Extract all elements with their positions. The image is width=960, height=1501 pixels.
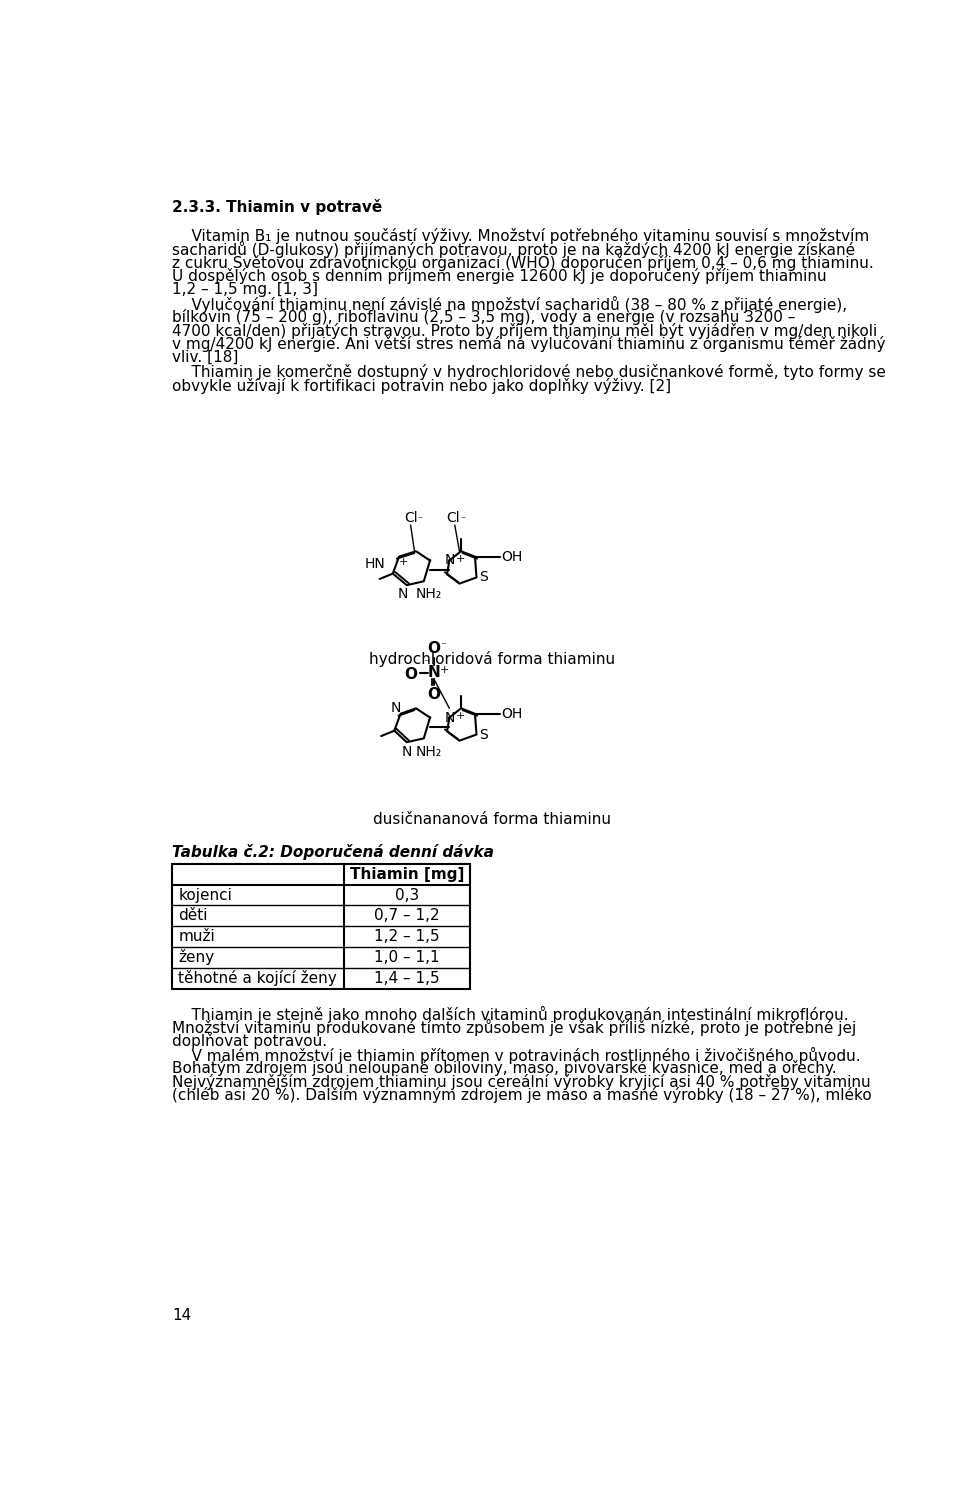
Text: HN: HN bbox=[364, 557, 385, 570]
Text: NH₂: NH₂ bbox=[416, 587, 442, 602]
Text: 1,2 – 1,5 mg. [1, 3]: 1,2 – 1,5 mg. [1, 3] bbox=[172, 282, 318, 297]
Text: 1,0 – 1,1: 1,0 – 1,1 bbox=[374, 950, 440, 965]
Text: +: + bbox=[456, 554, 465, 564]
Text: Thiamin [mg]: Thiamin [mg] bbox=[349, 866, 464, 881]
Text: těhotné a kojící ženy: těhotné a kojící ženy bbox=[179, 970, 337, 986]
Text: v mg/4200 kJ energie. Ani větší stres nemá na vylučování thiaminu z organismu té: v mg/4200 kJ energie. Ani větší stres ne… bbox=[172, 336, 885, 353]
Text: Bohatým zdrojem jsou neloupané obiloviny, maso, pivovarské kvasnice, med a ořech: Bohatým zdrojem jsou neloupané obiloviny… bbox=[172, 1060, 836, 1076]
Text: ⁻: ⁻ bbox=[423, 659, 429, 668]
Text: muži: muži bbox=[179, 929, 215, 944]
Text: vliv. [18]: vliv. [18] bbox=[172, 350, 238, 365]
Text: N: N bbox=[444, 710, 455, 725]
Text: 14: 14 bbox=[172, 1309, 191, 1324]
Text: NH₂: NH₂ bbox=[416, 744, 442, 758]
Text: 0,7 – 1,2: 0,7 – 1,2 bbox=[374, 908, 440, 923]
Text: 4700 kcal/den) přijatých stravou. Proto by příjem thiaminu měl být vyjádřen v mg: 4700 kcal/den) přijatých stravou. Proto … bbox=[172, 323, 877, 339]
Text: Vitamin B₁ je nutnou součástí výživy. Množství potřebného vitaminu souvisí s mno: Vitamin B₁ je nutnou součástí výživy. Mn… bbox=[172, 228, 869, 243]
Text: N: N bbox=[397, 587, 408, 602]
Bar bbox=[172, 865, 469, 989]
Text: Cl: Cl bbox=[404, 510, 418, 525]
Text: ⁻: ⁻ bbox=[440, 641, 446, 651]
Text: ⁻: ⁻ bbox=[460, 515, 466, 525]
Text: O: O bbox=[427, 641, 441, 656]
Text: kojenci: kojenci bbox=[179, 887, 232, 902]
Text: O: O bbox=[404, 666, 417, 681]
Text: 0,3: 0,3 bbox=[395, 887, 419, 902]
Text: Vylučování thiaminu není závislé na množství sacharidů (38 – 80 % z přijaté ener: Vylučování thiaminu není závislé na množ… bbox=[172, 296, 847, 314]
Text: dusičnananová forma thiaminu: dusičnananová forma thiaminu bbox=[373, 812, 611, 827]
Text: N: N bbox=[427, 665, 441, 680]
Text: OH: OH bbox=[501, 549, 522, 564]
Text: hydrochloridová forma thiaminu: hydrochloridová forma thiaminu bbox=[369, 651, 615, 668]
Text: OH: OH bbox=[501, 707, 522, 720]
Text: (chléb asi 20 %). Dalším významným zdrojem je maso a masné výrobky (18 – 27 %), : (chléb asi 20 %). Dalším významným zdroj… bbox=[172, 1087, 872, 1103]
Text: 1,4 – 1,5: 1,4 – 1,5 bbox=[374, 971, 440, 986]
Text: sacharidů (D-glukosy) přijímaných potravou, proto je na každých 4200 kJ energie : sacharidů (D-glukosy) přijímaných potrav… bbox=[172, 242, 855, 258]
Text: S: S bbox=[479, 728, 488, 741]
Text: +: + bbox=[399, 557, 408, 567]
Text: děti: děti bbox=[179, 908, 207, 923]
Text: S: S bbox=[479, 570, 488, 584]
Text: ⁻: ⁻ bbox=[418, 515, 422, 525]
Text: Tabulka č.2: Doporučená denní dávka: Tabulka č.2: Doporučená denní dávka bbox=[172, 844, 493, 860]
Text: Množství vitaminu produkované tímto způsobem je však příliš nízké, proto je potř: Množství vitaminu produkované tímto způs… bbox=[172, 1019, 856, 1036]
Text: obvykle užívají k fortifikaci potravin nebo jako doplňky výživy. [2]: obvykle užívají k fortifikaci potravin n… bbox=[172, 378, 671, 393]
Text: N: N bbox=[444, 554, 455, 567]
Text: 1,2 – 1,5: 1,2 – 1,5 bbox=[374, 929, 440, 944]
Text: ženy: ženy bbox=[179, 950, 214, 965]
Text: V malém množství je thiamin přítomen v potravinách rostlinného i živočišného pův: V malém množství je thiamin přítomen v p… bbox=[172, 1046, 860, 1064]
Text: +: + bbox=[440, 665, 449, 675]
Text: U dospělých osob s denním příjmem energie 12600 kJ je doporučený příjem thiaminu: U dospělých osob s denním příjmem energi… bbox=[172, 269, 827, 284]
Text: Thiamin je komerčně dostupný v hydrochloridové nebo dusičnankové formě, tyto for: Thiamin je komerčně dostupný v hydrochlo… bbox=[172, 365, 886, 380]
Text: N: N bbox=[391, 701, 401, 714]
Text: Cl: Cl bbox=[446, 510, 460, 525]
Text: O: O bbox=[427, 687, 441, 702]
Text: N: N bbox=[401, 744, 412, 758]
Text: 2.3.3. Thiamin v potravě: 2.3.3. Thiamin v potravě bbox=[172, 200, 382, 215]
Text: Thiamin je stejně jako mnoho dalších vitaminů produkovanán intestinální mikrofló: Thiamin je stejně jako mnoho dalších vit… bbox=[172, 1006, 849, 1022]
Text: z cukru Světovou zdravotnickou organizací (WHO) doporučen příjem 0,4 – 0,6 mg th: z cukru Světovou zdravotnickou organizac… bbox=[172, 255, 874, 270]
Text: bílkovin (75 – 200 g), riboflavinu (2,5 – 3,5 mg), vody a energie (v rozsahu 320: bílkovin (75 – 200 g), riboflavinu (2,5 … bbox=[172, 309, 795, 326]
Text: Nejvýznamnějším zdrojem thiaminu jsou cereální výrobky kryjicí asi 40 % potřeby : Nejvýznamnějším zdrojem thiaminu jsou ce… bbox=[172, 1073, 871, 1090]
Text: doplňovat potravou.: doplňovat potravou. bbox=[172, 1033, 327, 1049]
Text: +: + bbox=[456, 711, 465, 722]
